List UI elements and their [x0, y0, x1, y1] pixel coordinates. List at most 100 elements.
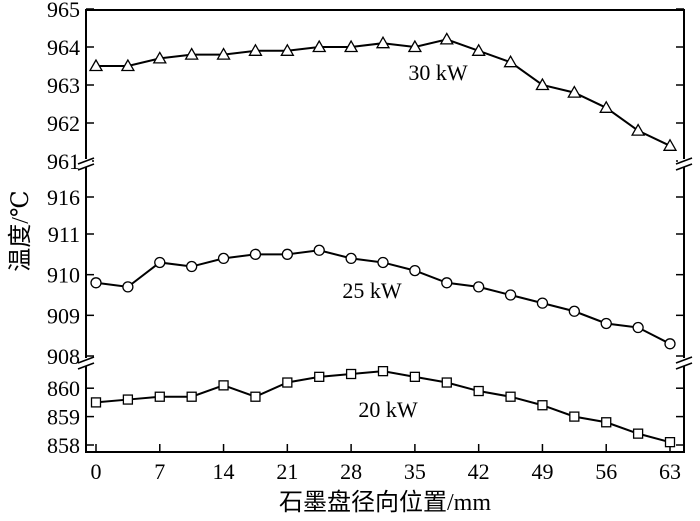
- y-tick-label: 965: [47, 0, 80, 22]
- y-tick-label: 910: [47, 263, 80, 288]
- data-point: [535, 77, 550, 91]
- data-point: [664, 437, 676, 448]
- data-point: [375, 35, 391, 49]
- y-tick-label: 909: [47, 303, 80, 328]
- axis-break-mark: [675, 362, 693, 370]
- data-point: [249, 248, 262, 260]
- data-point: [217, 252, 230, 265]
- data-point: [536, 297, 549, 309]
- axis-break-gap: [80, 358, 92, 366]
- y-tick-label: 908: [47, 344, 80, 369]
- data-point: [407, 39, 423, 53]
- data-point: [154, 256, 166, 269]
- data-point: [280, 43, 295, 56]
- x-tick-label: 0: [91, 459, 102, 484]
- series-label: 25 kW: [342, 278, 402, 303]
- data-point: [471, 43, 486, 56]
- x-tick-label: 35: [404, 459, 426, 484]
- data-point: [248, 43, 263, 56]
- data-point: [312, 39, 327, 53]
- axis-break-mark: [77, 157, 95, 165]
- data-point: [568, 305, 580, 317]
- data-point: [505, 391, 516, 402]
- data-point: [281, 248, 293, 260]
- axis-break-gap: [678, 358, 690, 366]
- axis-break-mark: [675, 356, 693, 364]
- data-point: [122, 394, 134, 405]
- axis-break-mark: [77, 362, 95, 370]
- data-point: [662, 138, 678, 151]
- data-point: [88, 58, 104, 72]
- data-point: [664, 338, 676, 350]
- y-tick-label: 858: [47, 433, 80, 458]
- data-point: [343, 39, 359, 53]
- data-point: [569, 411, 580, 422]
- x-tick-label: 28: [340, 459, 362, 484]
- data-point: [377, 256, 389, 269]
- data-point: [537, 400, 548, 411]
- data-point: [600, 317, 612, 330]
- data-point: [473, 385, 484, 397]
- data-point: [250, 391, 261, 402]
- x-tick-label: 14: [213, 459, 235, 484]
- x-tick-label: 42: [468, 459, 490, 484]
- data-point: [90, 397, 102, 408]
- data-point: [632, 428, 644, 439]
- data-point: [441, 377, 452, 388]
- axis-break-mark: [675, 163, 693, 171]
- data-point: [282, 377, 293, 388]
- y-tick-label: 860: [47, 376, 80, 401]
- data-point: [90, 277, 102, 289]
- data-point: [409, 264, 421, 277]
- series-label: 30 kW: [408, 60, 468, 85]
- x-axis-title: 石墨盘径向位置/mm: [279, 489, 491, 516]
- x-tick-label: 49: [531, 459, 553, 484]
- data-point: [377, 366, 389, 377]
- x-tick-label: 21: [276, 459, 298, 484]
- data-point: [120, 58, 136, 72]
- y-tick-label: 963: [47, 73, 80, 98]
- data-point: [503, 54, 518, 68]
- data-point: [601, 417, 612, 428]
- data-point: [441, 277, 453, 289]
- axis-break-mark: [77, 356, 95, 364]
- y-tick-label: 961: [47, 149, 80, 174]
- y-tick-label: 964: [47, 35, 80, 60]
- data-point: [186, 391, 197, 402]
- axis-break-mark: [675, 157, 693, 165]
- data-point: [184, 47, 199, 60]
- data-point: [313, 244, 325, 256]
- data-point: [567, 85, 582, 98]
- data-point: [186, 260, 198, 273]
- y-tick-label: 962: [47, 111, 80, 136]
- data-point: [345, 252, 357, 265]
- data-point: [154, 391, 165, 402]
- y-tick-label: 911: [48, 222, 80, 247]
- axis-break-mark: [77, 163, 95, 171]
- data-point: [122, 281, 134, 293]
- y-tick-label: 916: [47, 185, 80, 210]
- x-tick-label: 56: [595, 459, 617, 484]
- data-point: [216, 47, 231, 60]
- data-point: [504, 289, 517, 301]
- chart-marks: 0 7 14 21 28 35 42 49 56 63 961 962 963 964 965 908 909 9…: [47, 0, 693, 484]
- data-point: [345, 368, 357, 380]
- x-tick-label: 63: [659, 459, 681, 484]
- series-label: 20 kW: [358, 397, 418, 422]
- data-point: [152, 51, 167, 64]
- data-point: [473, 281, 485, 293]
- y-axis-title: 温度/℃: [7, 190, 34, 272]
- data-point: [630, 123, 646, 136]
- data-point: [439, 32, 454, 45]
- y-tick-label: 859: [47, 405, 80, 430]
- series-line: [96, 38, 671, 147]
- data-point: [599, 100, 614, 113]
- axis-break-gap: [80, 159, 92, 167]
- data-point: [632, 321, 644, 334]
- data-point: [409, 371, 421, 382]
- plot-frame: [85, 9, 685, 453]
- x-tick-label: 7: [154, 459, 165, 484]
- data-point: [218, 380, 229, 391]
- axis-break-gap: [678, 159, 690, 167]
